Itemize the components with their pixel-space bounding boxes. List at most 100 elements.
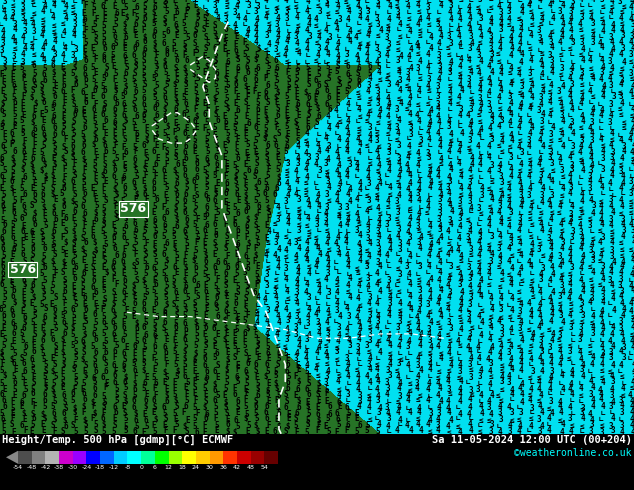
Text: 3: 3	[376, 317, 380, 326]
Text: 3: 3	[487, 403, 491, 412]
Text: 4: 4	[366, 27, 371, 36]
Text: 3: 3	[478, 94, 482, 103]
Text: $: $	[256, 427, 260, 436]
Text: 6: 6	[263, 408, 268, 417]
Text: 4: 4	[527, 129, 532, 138]
Text: 3: 3	[489, 257, 493, 267]
Text: 6: 6	[93, 86, 97, 95]
Text: 4: 4	[560, 32, 564, 41]
Text: $: $	[53, 312, 57, 320]
Text: S: S	[103, 397, 107, 407]
Text: S: S	[194, 26, 198, 35]
Text: 5: 5	[173, 2, 178, 11]
Text: 4: 4	[397, 183, 401, 192]
Text: F: F	[195, 215, 200, 224]
Text: ∟: ∟	[335, 368, 340, 376]
Text: 5: 5	[0, 123, 4, 132]
Text: ≤: ≤	[588, 348, 592, 357]
Text: 5: 5	[93, 159, 97, 168]
Text: ∟: ∟	[437, 44, 442, 53]
Text: 4: 4	[447, 293, 451, 301]
Text: $: $	[275, 403, 280, 412]
Text: 4: 4	[356, 216, 361, 224]
Text: 6: 6	[122, 183, 127, 192]
Text: ∟: ∟	[368, 147, 372, 156]
Bar	[155, 451, 169, 464]
Text: ∟: ∟	[457, 136, 462, 145]
Text: ≤: ≤	[346, 2, 350, 11]
Text: 6: 6	[202, 110, 207, 119]
Text: 6: 6	[101, 51, 106, 61]
Text: ≤: ≤	[486, 280, 491, 290]
Text: 3: 3	[396, 141, 401, 150]
Text: $: $	[41, 203, 46, 212]
Text: E: E	[122, 402, 126, 411]
Text: ∟: ∟	[629, 165, 634, 173]
Text: 6: 6	[51, 227, 56, 236]
Bar	[59, 451, 73, 464]
Text: 4: 4	[519, 348, 523, 357]
Text: 6: 6	[112, 378, 117, 387]
Text: ∟: ∟	[548, 281, 552, 290]
Text: 4: 4	[366, 252, 371, 261]
Text: $: $	[94, 246, 98, 255]
Text: ∟: ∟	[458, 21, 462, 30]
Text: 4: 4	[527, 87, 532, 96]
Text: E: E	[50, 354, 55, 363]
Text: F: F	[63, 93, 67, 101]
Text: 5: 5	[73, 353, 77, 362]
Text: 4: 4	[629, 299, 633, 308]
Text: 5: 5	[234, 112, 238, 122]
Text: 4: 4	[264, 0, 268, 5]
Text: 4: 4	[386, 331, 391, 340]
Text: 3: 3	[73, 13, 77, 22]
Text: 6: 6	[143, 396, 148, 405]
Text: 3: 3	[367, 311, 372, 320]
Text: 4: 4	[517, 104, 522, 114]
Text: $: $	[143, 215, 148, 223]
Text: 5: 5	[53, 324, 58, 333]
Text: ≤: ≤	[500, 361, 505, 370]
Text: 5: 5	[43, 64, 48, 73]
Text: 4: 4	[567, 385, 572, 394]
Text: 3: 3	[264, 270, 269, 279]
Text: F: F	[172, 426, 178, 435]
Text: $: $	[0, 99, 4, 108]
Text: 4: 4	[214, 0, 219, 5]
Text: 4: 4	[559, 408, 564, 417]
Text: 4: 4	[510, 25, 514, 35]
Text: 5: 5	[141, 359, 146, 368]
Text: 4: 4	[316, 33, 321, 42]
Text: ∟: ∟	[518, 0, 522, 5]
Text: 4: 4	[590, 312, 595, 321]
Text: $: $	[285, 422, 290, 431]
Text: ∟: ∟	[415, 251, 420, 260]
Text: ∟: ∟	[478, 300, 482, 310]
Text: 5: 5	[165, 373, 169, 382]
Text: 4: 4	[579, 264, 583, 273]
Text: 4: 4	[356, 348, 361, 358]
Text: ≤: ≤	[528, 214, 533, 223]
Text: ≤: ≤	[498, 238, 502, 247]
Text: E: E	[63, 262, 67, 271]
Text: ∟: ∟	[456, 414, 460, 423]
Text: 4: 4	[507, 202, 511, 212]
Text: 5: 5	[165, 75, 170, 84]
Text: 6: 6	[133, 203, 138, 213]
Text: ≤: ≤	[469, 249, 473, 259]
Text: 4: 4	[477, 228, 482, 237]
Text: 6: 6	[111, 318, 115, 327]
Text: S: S	[123, 391, 127, 400]
Text: F: F	[294, 371, 298, 381]
Text: 6: 6	[275, 184, 280, 193]
Text: 3: 3	[449, 39, 453, 49]
Text: ∟: ∟	[354, 155, 359, 164]
Text: 6: 6	[154, 379, 158, 388]
Text: S: S	[52, 250, 57, 259]
Text: S: S	[244, 372, 249, 381]
Text: 6: 6	[10, 292, 15, 301]
Text: ≤: ≤	[41, 20, 45, 29]
Text: 4: 4	[498, 196, 502, 205]
Text: 4: 4	[376, 1, 380, 11]
Text: 6: 6	[162, 39, 166, 48]
